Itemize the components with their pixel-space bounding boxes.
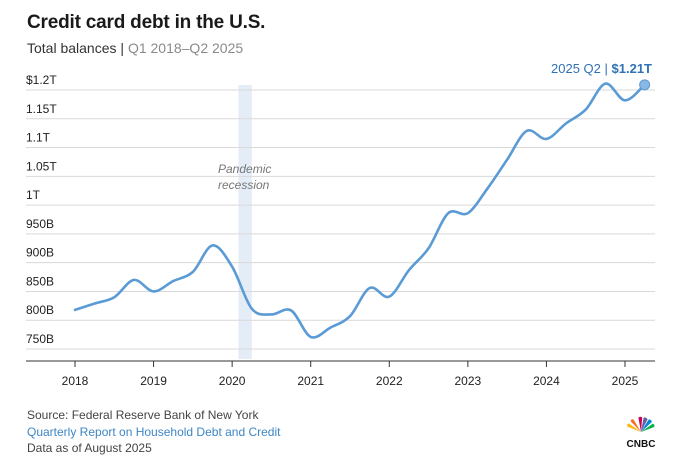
data-date-note: Data as of August 2025 [27, 441, 152, 455]
x-tick-label: 2018 [62, 374, 89, 388]
x-tick-label: 2020 [219, 374, 246, 388]
annotation-layer: 2025 Q2 | $1.21T [551, 61, 652, 91]
recession-shade [238, 85, 252, 359]
series-layer [73, 82, 646, 339]
endpoint-label: 2025 Q2 | $1.21T [551, 61, 652, 76]
x-tick-label: 2021 [297, 374, 324, 388]
recession-label: recession [218, 178, 270, 192]
subtitle-separator: | [120, 40, 125, 56]
peacock-icon [627, 416, 655, 432]
endpoint-marker [639, 79, 651, 91]
axis-layer: 2018 2019 2020 2021 2022 2023 2024 2025 [26, 360, 655, 388]
chart-title: Credit card debt in the U.S. [27, 12, 266, 33]
report-link[interactable]: Quarterly Report on Household Debt and C… [27, 424, 281, 439]
y-tick-label: 800B [26, 303, 54, 317]
y-tick-label: 750B [26, 332, 54, 346]
y-tick-label: $1.2T [26, 73, 57, 87]
y-tick-label: 1.15T [26, 102, 57, 116]
shade-layer: Pandemic recession [218, 85, 271, 359]
x-tick-label: 2022 [376, 374, 403, 388]
y-tick-label: 950B [26, 217, 54, 231]
endpoint-value: $1.21T [612, 61, 653, 76]
x-tick-label: 2019 [140, 374, 167, 388]
x-tick-label: 2025 [612, 374, 639, 388]
endpoint-period: 2025 Q2 [551, 61, 605, 76]
recession-label: Pandemic [218, 162, 271, 176]
y-tick-label: 1.1T [26, 131, 51, 145]
chart-subtitle: Total balances | Q1 2018–Q2 2025 [27, 40, 243, 56]
logo-wordmark: CNBC [627, 439, 656, 450]
series-line [73, 82, 646, 339]
y-tick-label: 900B [26, 246, 54, 260]
credit-card-debt-line-chart: Pandemic recession 750B 800B 850B 900B 950B 1T… [26, 61, 655, 388]
chart-footer: Source: Federal Reserve Bank of New York… [27, 407, 280, 457]
subtitle-date-range: Q1 2018–Q2 2025 [127, 40, 244, 56]
x-tick-label: 2023 [455, 374, 482, 388]
source-note: Source: Federal Reserve Bank of New York [27, 408, 259, 422]
endpoint-separator: | [605, 61, 612, 76]
x-tick-label: 2024 [533, 374, 560, 388]
grid-layer: 750B 800B 850B 900B 950B 1T 1.05T 1.1T 1.15T $1.2… [26, 73, 655, 350]
cnbc-logo: CNBC [627, 416, 656, 450]
subtitle-main: Total balances [27, 40, 117, 56]
y-tick-label: 850B [26, 274, 54, 288]
y-tick-label: 1.05T [26, 159, 57, 173]
y-tick-label: 1T [26, 188, 41, 202]
